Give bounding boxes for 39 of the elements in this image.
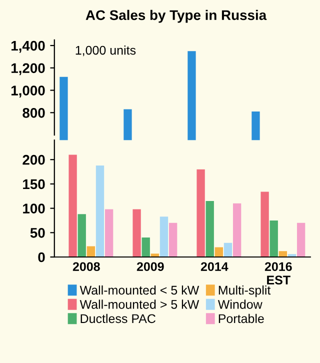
legend-label: Window	[218, 300, 262, 309]
legend-label: Ductless PAC	[80, 314, 156, 324]
y-tick-label: 200	[22, 154, 45, 165]
y-tick-label: 0	[38, 252, 45, 262]
y-tick-label: 1,400	[11, 40, 45, 53]
y-tick-label: 150	[23, 179, 45, 190]
bar	[260, 192, 269, 258]
bar	[142, 238, 150, 258]
y-tick-label: 100	[23, 204, 45, 214]
x-tick-label: 2014	[200, 262, 228, 272]
bar	[296, 222, 306, 258]
x-tick-label: 2008	[72, 262, 100, 272]
bar	[132, 209, 141, 258]
x-tick-label: 2016 EST	[264, 262, 292, 285]
legend-label: Portable	[218, 314, 264, 324]
bar	[168, 222, 178, 258]
chart-title: AC Sales by Type in Russia	[86, 10, 267, 23]
bar	[232, 203, 242, 258]
bar	[78, 214, 86, 258]
bar	[68, 154, 77, 258]
y-tick-label: 800	[22, 108, 45, 118]
bar	[270, 220, 278, 258]
bar	[104, 209, 114, 258]
y-tick-label: 50	[30, 228, 45, 238]
legend-label: Wall-mounted > 5 kW	[80, 300, 200, 309]
bar	[278, 251, 288, 258]
y-tick-label: 1,200	[11, 63, 45, 76]
bar	[224, 242, 232, 258]
bar	[96, 165, 104, 258]
bar	[86, 246, 96, 258]
bar	[196, 169, 205, 258]
bar	[160, 216, 168, 258]
y-tick-label: 1,000	[11, 86, 45, 98]
bar	[206, 200, 214, 258]
x-tick-label: 2009	[136, 262, 164, 272]
annotation: 1,000 units	[76, 46, 136, 56]
bar	[214, 247, 224, 258]
legend-label: Multi-split	[218, 285, 271, 298]
legend-label: Wall-mounted < 5 kW	[80, 285, 200, 295]
